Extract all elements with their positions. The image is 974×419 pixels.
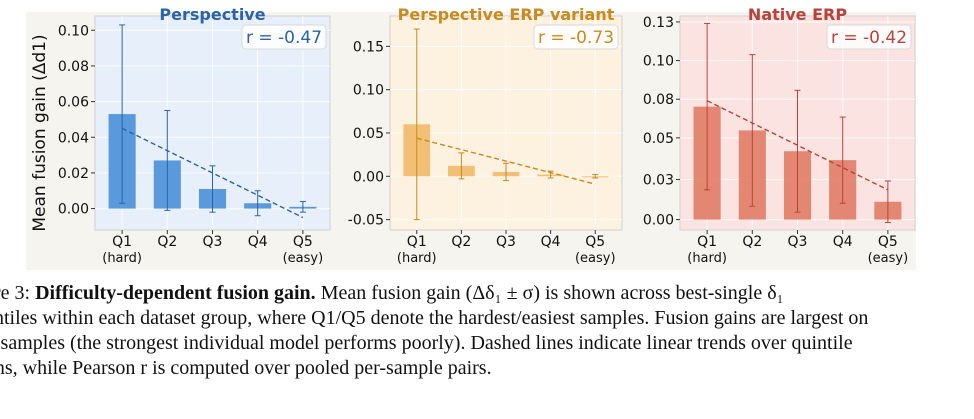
trend-line [706, 100, 889, 191]
x-sublabel: (easy) [575, 251, 616, 266]
y-tick-label: -0.05 [348, 213, 384, 229]
caption-line-1: ure 3: Difficulty-dependent fusion gain.… [0, 282, 784, 304]
x-tick-label: Q3 [496, 234, 516, 250]
r-badge [533, 24, 619, 50]
panel-title: Perspective ERP variant [398, 5, 615, 24]
x-sublabel: (easy) [283, 251, 324, 266]
y-tick-label: 0.04 [58, 130, 89, 146]
x-tick-label: Q3 [203, 234, 223, 250]
panel-native-erp: 0.00 0.03 0.05 0.08 0.10 0.13 Q1(hard) Q2 Q3 Q4 Q5… [643, 5, 916, 266]
x-tick-label: Q2 [742, 234, 762, 250]
x-tick-label: Q4 [248, 234, 268, 250]
y-tick-label: 0.10 [58, 23, 89, 39]
panel-perspective: 0.00 0.02 0.04 0.06 0.08 0.10 Q1(hard) Q2 Q3 Q4 Q5… [58, 5, 331, 266]
x-tick-label: Q1 [112, 234, 132, 250]
panel-title: Perspective [159, 5, 265, 24]
y-tick-label: 0.03 [643, 172, 674, 188]
y-tick-label: 0.08 [643, 92, 674, 108]
y-tick-label: 0.06 [58, 95, 89, 111]
r-badge [241, 24, 327, 50]
x-sublabel: (hard) [687, 251, 727, 266]
y-tick-label: 0.00 [643, 213, 674, 229]
panel-title: Native ERP [748, 5, 847, 24]
y-axis-label: Mean fusion gain (Δd1) [30, 34, 50, 231]
r-value-label: r = -0.73 [538, 28, 614, 48]
y-tick-label: 0.02 [58, 166, 89, 182]
figure-caption: ure 3: Difficulty-dependent fusion gain.… [0, 281, 974, 381]
trend-line [416, 137, 596, 185]
x-tick-label: Q5 [878, 234, 898, 250]
x-tick-label: Q2 [157, 234, 177, 250]
y-tick-label: 0.00 [353, 169, 384, 185]
x-tick-label: Q1 [407, 234, 427, 250]
y-tick-label: 0.05 [643, 131, 674, 147]
x-tick-label: Q4 [833, 234, 853, 250]
x-tick-label: Q2 [451, 234, 471, 250]
caption-bold-title: Difficulty-dependent fusion gain. [35, 282, 316, 304]
caption-line-4: ans, while Pearson r is computed over po… [0, 357, 492, 379]
y-tick-label: 0.08 [58, 59, 89, 75]
r-value-label: r = -0.47 [246, 28, 322, 48]
panel-perspective-erp-variant: -0.05 0.00 0.05 0.10 0.15 Q1(hard) Q2 Q3 Q4 Q5(ea… [348, 5, 623, 266]
x-sublabel: (hard) [102, 251, 142, 266]
x-tick-label: Q5 [293, 234, 313, 250]
x-tick-label: Q1 [697, 234, 717, 250]
r-badge [826, 24, 912, 50]
y-tick-label: 0.13 [643, 15, 674, 31]
trend-line [121, 127, 304, 219]
y-tick-label: 0.05 [353, 126, 384, 142]
caption-line-3: l samples (the strongest individual mode… [0, 332, 853, 354]
y-tick-label: 0.10 [353, 83, 384, 99]
y-tick-label: 0.00 [58, 202, 89, 218]
x-tick-label: Q5 [585, 234, 605, 250]
x-sublabel: (hard) [397, 251, 437, 266]
y-tick-label: 0.15 [353, 39, 384, 55]
x-tick-label: Q3 [788, 234, 808, 250]
caption-line-2: ntiles within each dataset group, where … [0, 307, 869, 329]
figure: Mean fusion gain (Δd1) 0.000.020.040.060… [26, 5, 916, 270]
x-tick-label: Q4 [541, 234, 561, 250]
r-value-label: r = -0.42 [831, 28, 907, 48]
x-sublabel: (easy) [868, 251, 909, 266]
y-tick-label: 0.10 [643, 54, 674, 70]
